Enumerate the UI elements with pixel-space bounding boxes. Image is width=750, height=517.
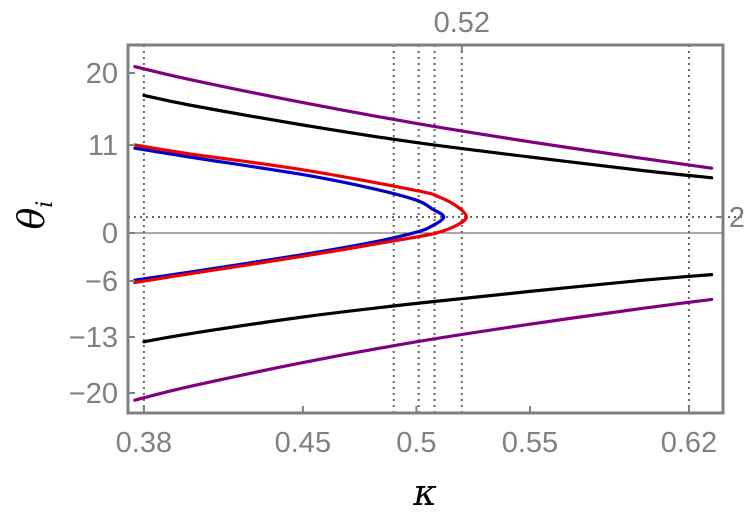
y-ticks: 20 11 0 −6 −13 −20 xyxy=(69,58,135,410)
top-annotation-label: 0.52 xyxy=(434,7,490,39)
series-line xyxy=(133,297,714,402)
y-tick-label: 20 xyxy=(86,58,118,90)
y-tick-label: −6 xyxy=(85,266,118,298)
plot-frame-group xyxy=(126,43,725,415)
vertical-reference-lines xyxy=(142,45,690,413)
x-tick-label: 0.55 xyxy=(502,427,558,459)
y-tick-label: −13 xyxy=(69,322,118,354)
series-line xyxy=(133,143,468,285)
y-tick-label: −20 xyxy=(69,378,118,410)
y-tick-label: 0 xyxy=(102,218,118,250)
x-ticks: 0.38 0.45 0.5 0.55 0.62 xyxy=(116,406,717,459)
y-axis-label-subscript: i xyxy=(33,201,58,208)
series-line xyxy=(142,93,714,180)
annotations: 0.52 2 xyxy=(434,7,745,234)
y-tick-label: 11 xyxy=(88,130,118,162)
right-annotation-label: 2 xyxy=(729,202,745,234)
plot-frame xyxy=(126,43,725,415)
x-tick-label: 0.38 xyxy=(116,427,172,459)
x-tick-label: 0.62 xyxy=(661,427,717,459)
y-axis-label-main: θ xyxy=(12,207,53,229)
series-line xyxy=(133,65,714,170)
x-axis-label: κ xyxy=(412,473,437,514)
series-line xyxy=(142,273,714,344)
series-lines xyxy=(133,65,714,402)
y-axis-label: θi xyxy=(12,201,58,230)
x-tick-label: 0.5 xyxy=(396,427,436,459)
x-tick-label: 0.45 xyxy=(275,427,331,459)
y-axis-label-group: θi xyxy=(12,201,58,230)
